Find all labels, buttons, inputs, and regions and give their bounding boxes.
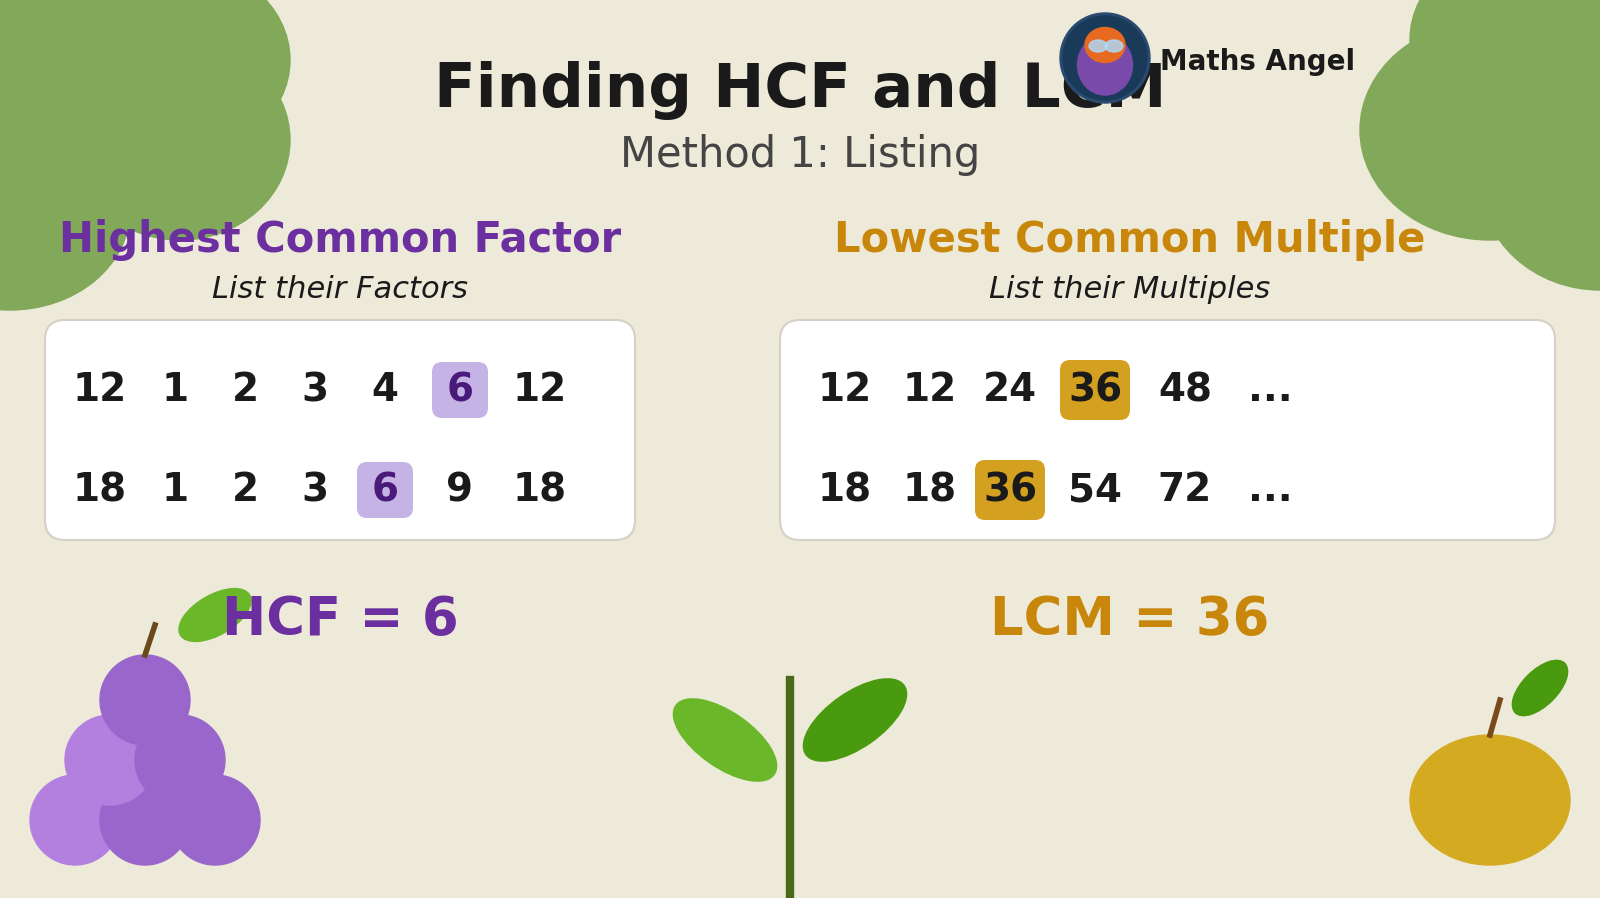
Text: 9: 9 [446, 471, 474, 509]
Text: ...: ... [1248, 371, 1293, 409]
Circle shape [99, 775, 190, 865]
Circle shape [30, 775, 120, 865]
Ellipse shape [674, 699, 776, 781]
Ellipse shape [1077, 35, 1133, 95]
Text: Method 1: Listing: Method 1: Listing [619, 134, 981, 176]
Text: 2: 2 [232, 371, 259, 409]
Text: List their Factors: List their Factors [211, 276, 467, 304]
Ellipse shape [1410, 0, 1600, 140]
Text: LCM = 36: LCM = 36 [990, 594, 1270, 646]
Text: 6: 6 [446, 371, 474, 409]
Ellipse shape [179, 588, 251, 641]
FancyBboxPatch shape [974, 460, 1045, 520]
Text: 12: 12 [74, 371, 126, 409]
Text: Lowest Common Multiple: Lowest Common Multiple [834, 219, 1426, 261]
Text: 24: 24 [982, 371, 1037, 409]
Ellipse shape [1480, 70, 1600, 290]
Text: 3: 3 [301, 371, 328, 409]
Text: 48: 48 [1158, 371, 1213, 409]
Ellipse shape [0, 0, 210, 120]
Text: Finding HCF and LCM: Finding HCF and LCM [434, 60, 1166, 119]
FancyBboxPatch shape [432, 362, 488, 418]
Text: 72: 72 [1158, 471, 1213, 509]
Text: 18: 18 [902, 471, 957, 509]
Circle shape [134, 715, 226, 805]
Ellipse shape [1410, 735, 1570, 865]
Text: 12: 12 [818, 371, 872, 409]
Text: 1: 1 [162, 471, 189, 509]
Text: 54: 54 [1069, 471, 1122, 509]
Circle shape [99, 655, 190, 745]
Ellipse shape [50, 0, 290, 160]
Text: 4: 4 [371, 371, 398, 409]
Text: 36: 36 [1067, 371, 1122, 409]
Text: ...: ... [1248, 471, 1293, 509]
Circle shape [1062, 16, 1147, 100]
Text: 1: 1 [162, 371, 189, 409]
FancyBboxPatch shape [1059, 360, 1130, 420]
Ellipse shape [1360, 20, 1600, 240]
FancyBboxPatch shape [781, 320, 1555, 540]
Ellipse shape [1501, 0, 1600, 170]
Text: 18: 18 [818, 471, 872, 509]
Text: 3: 3 [301, 471, 328, 509]
Text: Maths Angel: Maths Angel [1160, 48, 1355, 76]
Text: 12: 12 [902, 371, 957, 409]
FancyBboxPatch shape [357, 462, 413, 518]
Text: 12: 12 [514, 371, 566, 409]
Circle shape [1059, 13, 1150, 103]
Text: Highest Common Factor: Highest Common Factor [59, 219, 621, 261]
Text: List their Multiples: List their Multiples [989, 276, 1270, 304]
Ellipse shape [0, 20, 200, 240]
Ellipse shape [1512, 660, 1568, 716]
Text: 18: 18 [514, 471, 566, 509]
Ellipse shape [1085, 28, 1125, 63]
Ellipse shape [0, 110, 130, 310]
Ellipse shape [1106, 40, 1123, 52]
Text: 2: 2 [232, 471, 259, 509]
Ellipse shape [803, 679, 907, 762]
Text: HCF = 6: HCF = 6 [222, 594, 458, 646]
Ellipse shape [0, 0, 130, 160]
Text: 36: 36 [982, 471, 1037, 509]
Text: 6: 6 [371, 471, 398, 509]
Ellipse shape [1090, 40, 1107, 52]
Circle shape [66, 715, 155, 805]
Circle shape [170, 775, 259, 865]
FancyBboxPatch shape [45, 320, 635, 540]
Ellipse shape [70, 40, 290, 240]
Text: 18: 18 [74, 471, 126, 509]
